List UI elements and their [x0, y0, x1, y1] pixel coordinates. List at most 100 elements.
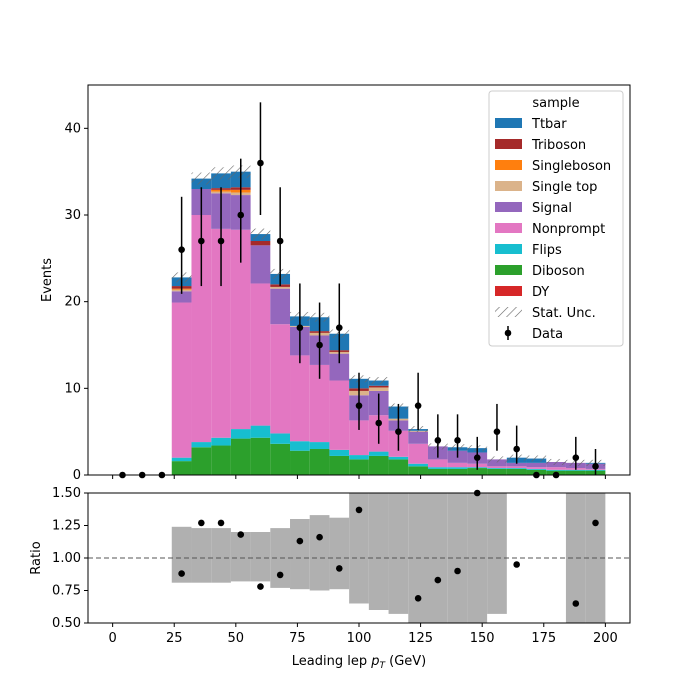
data-point: [473, 454, 481, 461]
ratio-band-bin: [467, 493, 488, 623]
data-point: [198, 237, 205, 245]
y-axis-label: Events: [40, 258, 55, 302]
legend-swatch-ttbar: [495, 118, 522, 128]
bar-flips: [506, 468, 527, 469]
bar-signal: [487, 459, 507, 467]
x-tick-label: 125: [408, 631, 433, 646]
legend-box: [488, 90, 624, 347]
bar-diboson: [290, 450, 310, 475]
bar-nonprompt: [487, 466, 507, 469]
y-tick-label: 0: [73, 468, 81, 483]
data-points: [119, 102, 599, 479]
bar-nonprompt: [526, 467, 547, 469]
ratio-point: [178, 570, 185, 577]
legend-swatch-flips: [495, 244, 522, 254]
bar-nonprompt: [349, 420, 369, 456]
bar-nonprompt: [270, 324, 291, 434]
ratio-band-bin: [309, 515, 330, 591]
ratio-band-bin: [171, 526, 192, 583]
bar-flips: [171, 457, 192, 462]
ratio-uncertainty-band: [171, 493, 606, 623]
legend-swatch-stat-unc: [495, 307, 522, 317]
stacked-bars: [171, 171, 606, 475]
bar-flips: [526, 468, 547, 470]
bar-flips: [565, 469, 586, 471]
bar-diboson: [309, 449, 330, 475]
ratio-band-bin: [427, 493, 448, 623]
legend-label: Triboson: [531, 138, 586, 153]
legend-label: DY: [532, 285, 549, 300]
legend-label: Signal: [532, 201, 572, 216]
x-tick-label: 0: [108, 631, 116, 646]
ratio-y-tick-label: 0.75: [52, 584, 81, 599]
bar-flips: [329, 449, 350, 456]
data-point: [572, 454, 580, 461]
legend-label: Stat. Unc.: [532, 306, 596, 321]
ratio-point: [296, 537, 304, 545]
ratio-band-bin: [329, 517, 350, 590]
data-point: [355, 402, 363, 409]
ratio-point: [316, 533, 323, 541]
legend-label: Single top: [532, 180, 597, 195]
legend-label: Flips: [532, 243, 562, 258]
ratio-point: [257, 583, 264, 590]
bar-diboson: [250, 437, 271, 475]
bar-flips: [349, 455, 369, 460]
ratio-band-bin: [290, 519, 310, 590]
stat-unc-box: [191, 172, 212, 185]
data-point: [237, 211, 245, 219]
legend-swatch-single-top: [495, 181, 522, 191]
legend-swatch-singleboson: [495, 160, 522, 170]
ratio-band-bin: [211, 528, 231, 583]
bar-diboson: [408, 466, 428, 475]
bar-flips: [427, 467, 448, 469]
x-tick-label: 200: [593, 631, 618, 646]
ratio-band-bin: [487, 493, 507, 614]
data-point: [395, 428, 402, 435]
bar-single-top: [270, 286, 291, 289]
data-point: [375, 419, 383, 427]
ratio-point: [592, 519, 599, 527]
data-point: [434, 437, 442, 444]
stat-unc-box: [368, 377, 389, 384]
main-axes: 0 10 20 30 40 Events: [40, 84, 631, 483]
bar-flips: [408, 463, 428, 467]
y-tick-label: 20: [64, 295, 81, 310]
y-tick-label: 10: [64, 381, 81, 396]
bar-diboson: [230, 438, 251, 475]
bar-diboson: [427, 468, 448, 475]
x-tick-label: 150: [470, 631, 495, 646]
stat-unc-box: [487, 456, 507, 463]
bar-signal: [526, 462, 547, 468]
ratio-band-bin: [191, 528, 212, 583]
data-point: [178, 246, 185, 253]
bar-flips: [250, 425, 271, 438]
bar-flips: [487, 468, 507, 469]
bar-nonprompt: [427, 459, 448, 468]
stat-unc-box: [526, 455, 547, 462]
ratio-y-axis-label: Ratio: [29, 541, 44, 574]
stat-unc-box: [211, 167, 231, 180]
ratio-band-bin: [250, 532, 271, 582]
ratio-point: [513, 561, 520, 568]
bar-signal: [506, 462, 527, 467]
bar-nonprompt: [250, 283, 271, 426]
bar-nonprompt: [506, 466, 527, 469]
bar-flips: [230, 429, 251, 439]
data-point: [316, 341, 323, 349]
ratio-band-bin: [230, 532, 251, 582]
bar-flips: [211, 437, 231, 446]
bar-nonprompt: [290, 355, 310, 442]
data-point: [592, 463, 599, 470]
ratio-point: [335, 565, 343, 572]
ratio-y-tick-label: 1.00: [52, 551, 81, 566]
legend: sample Ttbar Triboson Singleboson Single top…: [488, 90, 624, 347]
bar-flips: [368, 451, 389, 456]
bar-diboson: [487, 468, 507, 475]
bar-nonprompt: [211, 228, 231, 438]
ratio-band-bin: [388, 493, 409, 614]
x-axis-label: Leading lep pT (GeV): [292, 654, 426, 671]
data-point: [414, 402, 422, 409]
ratio-y-tick-label: 1.25: [52, 519, 81, 534]
ratio-y-tick-label: 1.50: [52, 486, 81, 501]
